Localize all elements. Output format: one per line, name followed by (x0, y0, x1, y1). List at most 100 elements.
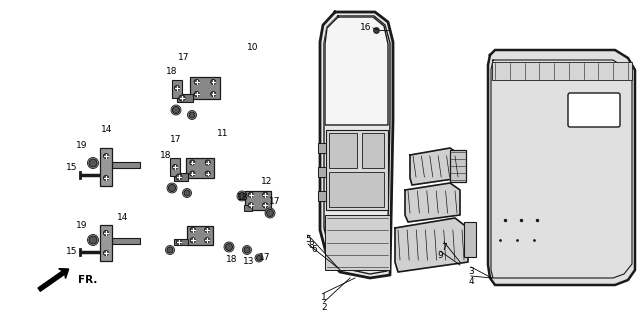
Text: 15: 15 (67, 163, 77, 172)
Bar (172, 80, 182, 98)
Polygon shape (38, 269, 68, 291)
Bar (450, 150, 466, 182)
Circle shape (179, 95, 185, 101)
Circle shape (167, 247, 173, 253)
Circle shape (190, 160, 195, 165)
Polygon shape (488, 50, 635, 285)
Circle shape (237, 191, 247, 201)
Text: 8: 8 (308, 240, 314, 250)
Bar (325, 215, 390, 270)
Text: 17: 17 (259, 253, 271, 262)
Text: 18: 18 (237, 193, 249, 203)
Bar (187, 225, 213, 245)
Circle shape (224, 242, 234, 252)
Bar (318, 143, 326, 153)
Text: 5: 5 (305, 236, 311, 245)
Circle shape (205, 227, 210, 232)
Circle shape (167, 183, 177, 193)
Text: 16: 16 (360, 24, 372, 32)
Text: 17: 17 (179, 52, 189, 61)
Circle shape (257, 255, 262, 260)
Text: 6: 6 (311, 245, 317, 254)
Circle shape (205, 160, 210, 165)
Polygon shape (320, 12, 393, 278)
Circle shape (168, 184, 175, 191)
Text: 10: 10 (247, 43, 259, 52)
Bar (112, 162, 140, 168)
Bar (329, 133, 357, 168)
Bar (464, 222, 476, 257)
Text: 3: 3 (468, 267, 474, 276)
Circle shape (211, 80, 216, 85)
Bar (186, 158, 214, 178)
Circle shape (190, 227, 195, 232)
Circle shape (173, 107, 179, 114)
Circle shape (243, 245, 252, 254)
Text: 14: 14 (117, 213, 129, 223)
Circle shape (184, 190, 190, 196)
Bar (112, 238, 140, 244)
Circle shape (266, 210, 273, 217)
Circle shape (88, 157, 99, 169)
Circle shape (104, 176, 109, 181)
Circle shape (189, 112, 195, 118)
Text: 7: 7 (441, 243, 447, 252)
Circle shape (205, 238, 210, 243)
Text: 19: 19 (76, 222, 88, 231)
Circle shape (248, 192, 253, 197)
FancyBboxPatch shape (568, 93, 620, 127)
Circle shape (262, 203, 268, 208)
Circle shape (205, 171, 210, 176)
Circle shape (255, 254, 263, 262)
Circle shape (190, 238, 195, 243)
Bar (245, 190, 271, 210)
Bar (170, 158, 180, 176)
Text: 12: 12 (261, 177, 273, 186)
Polygon shape (325, 17, 388, 125)
Bar (326, 130, 388, 210)
Text: FR.: FR. (78, 275, 97, 285)
Bar (244, 205, 252, 211)
Bar (174, 173, 188, 181)
Bar (329, 172, 384, 207)
Circle shape (173, 164, 177, 169)
Circle shape (211, 92, 216, 97)
Text: 18: 18 (227, 255, 237, 265)
Bar (492, 62, 632, 80)
Circle shape (265, 208, 275, 218)
Bar (362, 133, 384, 168)
Circle shape (88, 234, 99, 245)
Text: 17: 17 (170, 135, 182, 144)
Circle shape (176, 174, 182, 180)
Circle shape (262, 192, 268, 197)
Circle shape (225, 244, 232, 251)
Text: 1: 1 (321, 294, 327, 302)
Text: 4: 4 (468, 276, 474, 286)
Circle shape (182, 189, 191, 197)
Text: 18: 18 (166, 67, 178, 77)
Circle shape (244, 247, 250, 253)
Polygon shape (405, 183, 460, 222)
Bar (177, 94, 193, 102)
Circle shape (195, 80, 199, 85)
Polygon shape (395, 218, 468, 272)
Circle shape (89, 159, 97, 167)
Text: 2: 2 (321, 302, 327, 312)
Bar (318, 191, 326, 201)
Circle shape (195, 92, 199, 97)
Text: 9: 9 (437, 252, 443, 260)
Circle shape (166, 245, 175, 254)
Circle shape (188, 110, 196, 120)
Text: 19: 19 (76, 141, 88, 149)
Bar (190, 77, 220, 99)
Circle shape (190, 171, 195, 176)
Circle shape (175, 86, 179, 91)
Bar (100, 225, 112, 261)
Bar (318, 167, 326, 177)
Text: 15: 15 (67, 247, 77, 257)
Circle shape (171, 105, 181, 115)
Circle shape (239, 192, 246, 199)
Polygon shape (410, 148, 460, 185)
Text: 14: 14 (101, 126, 113, 135)
Bar (100, 148, 112, 186)
